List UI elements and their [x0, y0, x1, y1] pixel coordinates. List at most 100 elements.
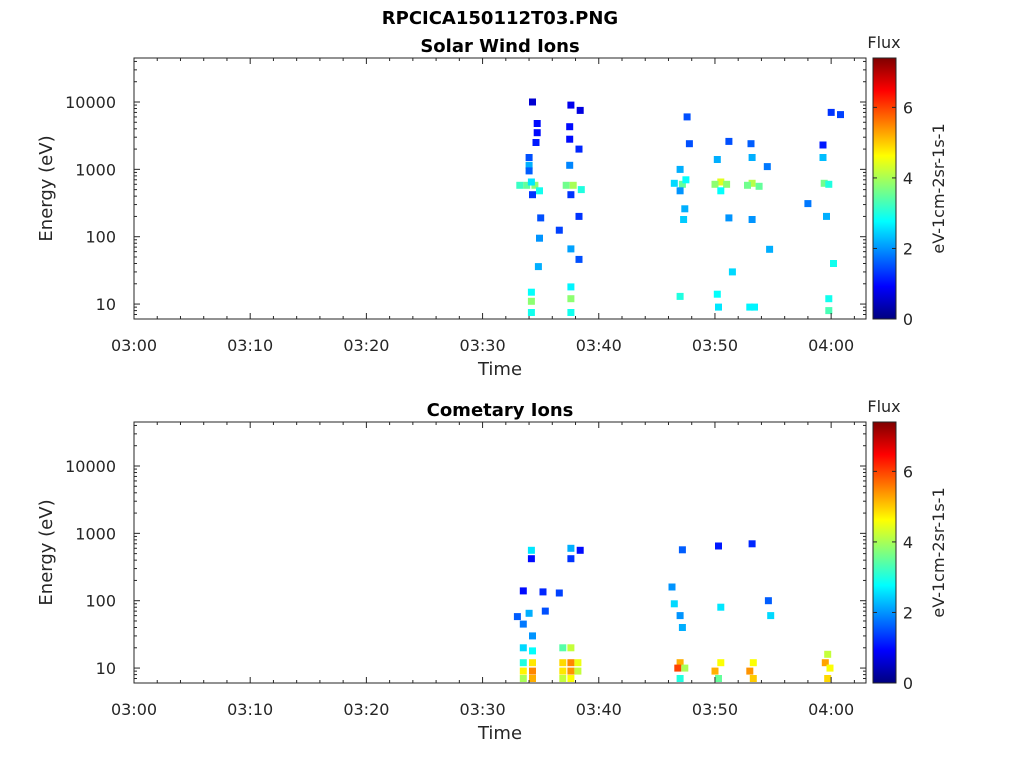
heatmap-cell	[748, 540, 756, 548]
heatmap-cell	[821, 659, 829, 667]
x-tick-label: 04:00	[808, 336, 854, 355]
heatmap-cell	[541, 607, 549, 615]
heatmap-cell	[676, 659, 684, 667]
heatmap-cell	[513, 613, 521, 621]
colorbar-tick-label: 6	[903, 462, 913, 481]
heatmap-cell	[555, 226, 563, 234]
heatmap-cell	[532, 139, 540, 146]
y-tick-label: 1000	[75, 524, 116, 543]
x-tick-label: 03:40	[576, 336, 622, 355]
y-tick-label: 10	[96, 295, 116, 314]
heatmap-cell	[824, 675, 832, 682]
heatmap-cell	[575, 212, 583, 220]
colorbar-tick-label: 6	[903, 98, 913, 117]
heatmap-cell	[713, 156, 721, 163]
heatmap-cell	[676, 612, 684, 620]
heatmap-cell	[529, 191, 536, 199]
heatmap-cell	[567, 283, 575, 291]
heatmap-cell	[748, 216, 756, 223]
heatmap-cell	[562, 181, 570, 189]
heatmap-cell	[744, 181, 751, 189]
heatmap-cell	[676, 187, 684, 195]
heatmap-cell	[823, 212, 830, 220]
heatmap-cell	[678, 180, 686, 188]
colorbar-tick-label: 2	[903, 603, 913, 622]
heatmap-cell	[566, 161, 574, 169]
heatmap-cell	[748, 154, 756, 161]
heatmap-cell	[680, 216, 688, 223]
heatmap-cell	[749, 675, 757, 682]
colorbar-title: Flux	[867, 33, 900, 52]
heatmap-cell	[519, 675, 527, 682]
heatmap-cell	[717, 178, 725, 186]
heatmap-cell	[676, 292, 684, 300]
axes-frame	[133, 421, 867, 684]
heatmap-cell	[717, 659, 725, 667]
heatmap-cell	[519, 667, 527, 675]
heatmap-cell	[567, 644, 575, 652]
heatmap-cell	[577, 186, 585, 194]
heatmap-cell	[766, 245, 774, 253]
x-tick-label: 03:30	[460, 700, 506, 719]
heatmap-cell	[519, 659, 527, 667]
heatmap-cell	[569, 181, 577, 189]
x-tick-label: 03:00	[111, 700, 157, 719]
x-tick-label: 03:20	[343, 700, 389, 719]
x-tick-label: 03:10	[227, 336, 273, 355]
heatmap-cell	[529, 659, 536, 667]
heatmap-cell	[533, 129, 541, 137]
x-tick-label: 03:40	[576, 700, 622, 719]
heatmap-cell	[825, 295, 833, 303]
heatmap-cell	[763, 163, 771, 171]
y-axis-label: Energy (eV)	[36, 499, 57, 605]
heatmap-cell	[567, 191, 575, 199]
heatmap-cell	[519, 587, 527, 595]
colorbar-tick-label: 4	[903, 533, 913, 552]
cometary-ions-panel: Cometary Ions 03:00 03:10 03:20 03:30 03:40 03…	[36, 397, 948, 744]
heatmap-cell	[764, 597, 772, 605]
heatmap-cell	[525, 154, 533, 161]
heatmap-cell	[748, 179, 756, 187]
panel-title: Cometary Ions	[427, 400, 574, 421]
heatmap-cell	[749, 659, 757, 667]
heatmap-cell	[529, 647, 536, 655]
x-axis-label: Time	[477, 723, 522, 744]
heatmap-cell	[747, 140, 755, 148]
heatmap-cell	[566, 123, 574, 131]
heatmap-cell	[670, 179, 678, 187]
y-axis-label: Energy (eV)	[36, 135, 57, 241]
heatmap-cell	[539, 588, 547, 596]
colorbar-unit-label: eV-1cm-2sr-1s-1	[929, 123, 948, 253]
heatmap-cell	[525, 167, 533, 175]
heatmap-cell	[567, 245, 575, 253]
colorbar-title: Flux	[867, 397, 900, 416]
heatmap-cell	[826, 664, 834, 672]
heatmap-cell	[575, 145, 583, 153]
y-tick-label: 10000	[65, 457, 116, 476]
heatmap-cell	[536, 187, 543, 195]
heatmap-cell	[820, 179, 828, 187]
heatmap-cell	[516, 181, 524, 189]
heatmap-cell	[527, 288, 535, 296]
heatmap-cell	[527, 555, 535, 563]
heatmap-cell	[713, 290, 721, 298]
heatmap-cell	[525, 161, 533, 169]
heatmap-cell	[576, 106, 584, 114]
heatmap-cell	[715, 675, 722, 682]
heatmap-cell	[804, 200, 812, 208]
heatmap-cell	[529, 667, 536, 675]
heatmap-cell	[534, 263, 542, 271]
heatmap-cell	[746, 303, 754, 311]
y-tick-label: 1000	[75, 160, 116, 179]
heatmap-cell	[559, 659, 567, 667]
heatmap-cell	[725, 137, 733, 145]
heatmap-cell	[559, 667, 567, 675]
colorbar-unit-label: eV-1cm-2sr-1s-1	[929, 487, 948, 617]
heatmap-cell	[711, 667, 719, 675]
x-tick-label: 04:00	[808, 700, 854, 719]
colorbar-tick-label: 2	[903, 239, 913, 258]
heatmap-cell	[830, 260, 837, 267]
heatmap-cell	[674, 664, 682, 672]
heatmap-cell	[717, 187, 725, 195]
